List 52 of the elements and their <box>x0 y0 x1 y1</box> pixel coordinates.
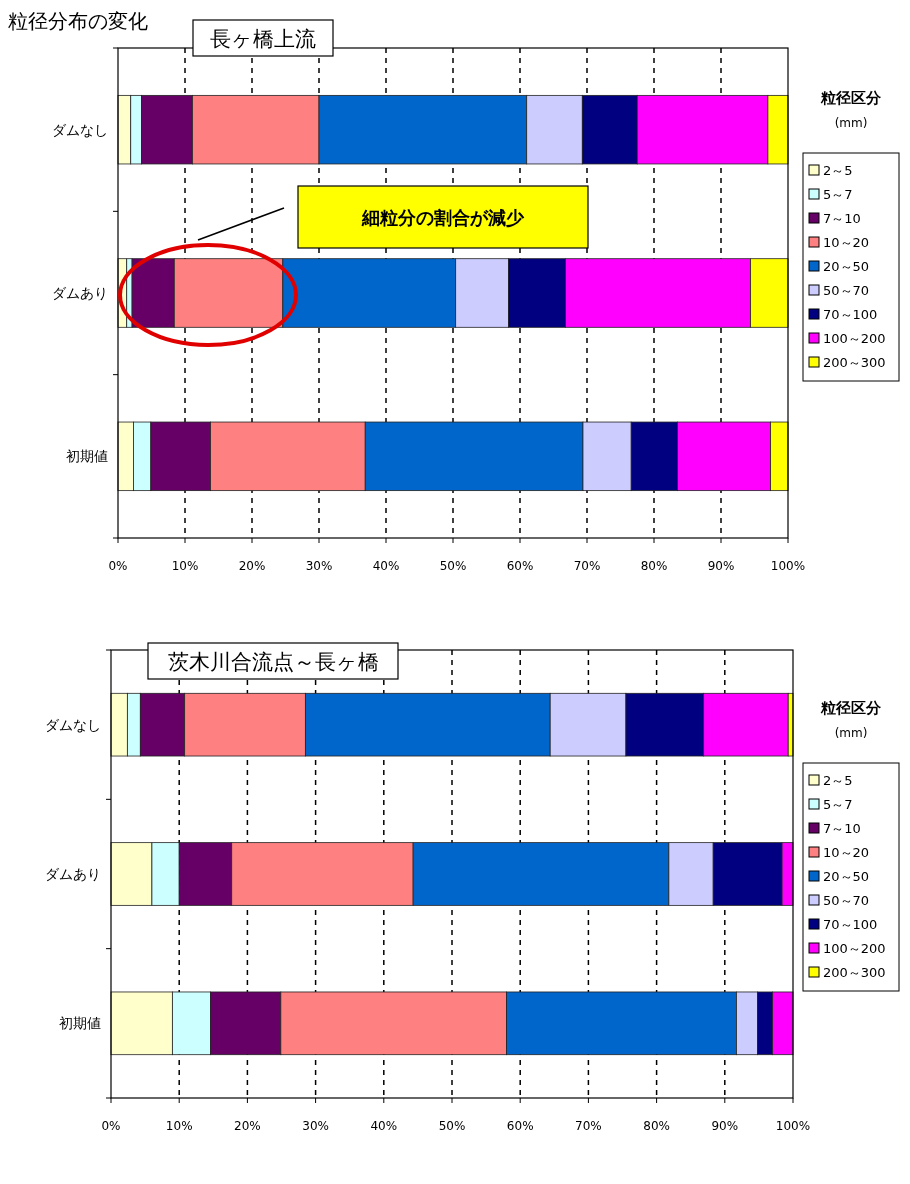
legend-label: 20～50 <box>823 259 870 274</box>
legend-label: 100～200 <box>823 331 886 346</box>
x-tick-label: 30% <box>305 559 333 573</box>
x-tick-label: 70% <box>575 1119 602 1133</box>
x-tick-label: 20% <box>238 559 266 573</box>
legend-label: 50～70 <box>823 893 870 908</box>
x-tick-label: 30% <box>302 1119 329 1133</box>
x-tick-label: 0% <box>101 1119 121 1133</box>
legend-label: 70～100 <box>823 307 878 322</box>
x-tick-label: 90% <box>707 559 735 573</box>
x-tick-label: 100% <box>775 1119 811 1133</box>
x-tick-label: 70% <box>573 559 601 573</box>
y-tick-label: 初期値 <box>66 448 108 465</box>
annotation: 細粒分の割合が減少 <box>361 207 525 228</box>
legend-label: 70～100 <box>823 917 878 932</box>
legend-label: 200～300 <box>823 965 886 980</box>
x-tick-label: 60% <box>506 1119 534 1133</box>
y-tick-label: ダムあり <box>52 285 108 301</box>
legend-title: 粒径区分 (mm) <box>820 699 882 740</box>
y-tick-label: ダムなし <box>45 716 101 733</box>
x-tick-label: 50% <box>439 559 467 573</box>
x-tick-label: 50% <box>438 1119 466 1133</box>
legend-label: 10～20 <box>823 845 870 860</box>
chart-title: 茨木川合流点～長ヶ橋 <box>167 650 379 674</box>
x-tick-label: 40% <box>372 559 400 573</box>
y-tick-label: 初期値 <box>59 1015 101 1032</box>
x-tick-label: 0% <box>108 559 128 573</box>
x-tick-label: 20% <box>234 1119 261 1133</box>
legend-label: 10～20 <box>823 235 870 250</box>
y-tick-label: ダムなし <box>52 121 108 138</box>
x-tick-label: 100% <box>770 559 806 573</box>
legend-label: 100～200 <box>823 941 886 956</box>
legend-title: 粒径区分 (mm) <box>820 89 882 130</box>
legend-label: 5～7 <box>823 187 853 202</box>
x-tick-label: 80% <box>643 1119 670 1133</box>
legend-label: 200～300 <box>823 355 886 370</box>
legend-label: 5～7 <box>823 797 853 812</box>
y-tick-label: ダムあり <box>45 866 101 882</box>
x-tick-label: 80% <box>640 559 668 573</box>
x-tick-label: 10% <box>171 559 199 573</box>
x-tick-label: 40% <box>370 1119 398 1133</box>
legend-label: 50～70 <box>823 283 870 298</box>
legend-label: 7～10 <box>823 211 861 226</box>
x-tick-label: 90% <box>711 1119 739 1133</box>
legend-label: 2～5 <box>823 773 853 788</box>
legend-label: 20～50 <box>823 869 870 884</box>
chart-title: 長ヶ橋上流 <box>210 27 316 51</box>
legend-label: 2～5 <box>823 163 853 178</box>
x-tick-label: 60% <box>506 559 534 573</box>
text: 粒径分布の変化 <box>8 9 148 33</box>
x-tick-label: 10% <box>165 1119 193 1133</box>
legend-label: 7～10 <box>823 821 861 836</box>
